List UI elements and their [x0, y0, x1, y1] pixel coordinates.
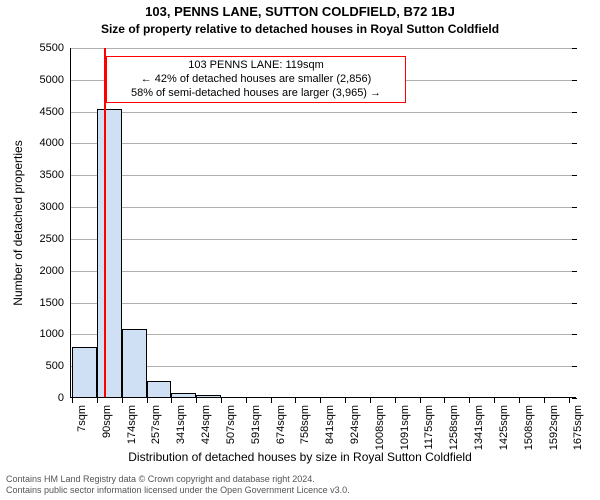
y-tick-label: 1000	[40, 328, 70, 340]
x-tick-label: 1425sqm	[498, 405, 510, 450]
page-title: 103, PENNS LANE, SUTTON COLDFIELD, B72 1…	[0, 4, 600, 19]
x-tick-mark	[469, 398, 470, 403]
grid-line	[70, 239, 576, 240]
x-tick-label: 1592sqm	[548, 405, 560, 450]
x-tick-label: 507sqm	[225, 405, 237, 444]
x-tick-label: 1508sqm	[523, 405, 535, 450]
x-tick-mark	[395, 398, 396, 403]
x-tick-mark	[370, 398, 371, 403]
y-tick-mark	[572, 112, 577, 113]
grid-line	[70, 303, 576, 304]
x-tick-mark	[544, 398, 545, 403]
x-tick-label: 1008sqm	[374, 405, 386, 450]
x-tick-mark	[171, 398, 172, 403]
grid-line	[70, 207, 576, 208]
x-tick-label: 1341sqm	[473, 405, 485, 450]
grid-line	[70, 48, 576, 49]
y-tick-mark	[572, 303, 577, 304]
x-tick-label: 841sqm	[324, 405, 336, 444]
y-tick-mark	[572, 398, 577, 399]
x-tick-label: 924sqm	[349, 405, 361, 444]
y-tick-mark	[572, 366, 577, 367]
y-tick-mark	[572, 80, 577, 81]
y-tick-mark	[572, 334, 577, 335]
x-axis-label: Distribution of detached houses by size …	[0, 450, 600, 464]
y-tick-mark	[572, 175, 577, 176]
x-tick-mark	[271, 398, 272, 403]
y-tick-mark	[572, 271, 577, 272]
y-tick-label: 4500	[40, 106, 70, 118]
y-tick-label: 3500	[40, 169, 70, 181]
x-tick-mark	[122, 398, 123, 403]
x-tick-mark	[295, 398, 296, 403]
histogram-bar	[72, 347, 97, 398]
x-tick-label: 174sqm	[126, 405, 138, 444]
x-tick-label: 758sqm	[299, 405, 311, 444]
y-tick-label: 3000	[40, 201, 70, 213]
y-tick-mark	[572, 207, 577, 208]
y-tick-label: 1500	[40, 297, 70, 309]
y-tick-label: 0	[58, 392, 70, 404]
footer: Contains HM Land Registry data © Crown c…	[6, 474, 350, 496]
x-tick-label: 1175sqm	[423, 405, 435, 449]
y-tick-label: 2500	[40, 233, 70, 245]
page-subtitle: Size of property relative to detached ho…	[0, 22, 600, 36]
annotation-box: 103 PENNS LANE: 119sqm← 42% of detached …	[106, 56, 406, 103]
x-tick-label: 424sqm	[200, 405, 212, 444]
x-tick-label: 7sqm	[76, 405, 88, 432]
x-tick-mark	[345, 398, 346, 403]
annotation-line: 103 PENNS LANE: 119sqm	[111, 59, 401, 73]
y-tick-label: 2000	[40, 265, 70, 277]
x-tick-label: 591sqm	[250, 405, 262, 444]
x-tick-mark	[420, 398, 421, 403]
x-tick-label: 1091sqm	[399, 405, 411, 450]
x-tick-mark	[147, 398, 148, 403]
y-tick-mark	[572, 48, 577, 49]
x-tick-mark	[221, 398, 222, 403]
y-tick-mark	[572, 143, 577, 144]
x-tick-mark	[519, 398, 520, 403]
footer-line: Contains public sector information licen…	[6, 485, 350, 496]
x-tick-label: 341sqm	[175, 405, 187, 444]
x-tick-label: 257sqm	[150, 405, 162, 444]
x-tick-mark	[97, 398, 98, 403]
x-tick-mark	[320, 398, 321, 403]
y-tick-label: 4000	[40, 137, 70, 149]
x-tick-mark	[72, 398, 73, 403]
x-tick-mark	[494, 398, 495, 403]
x-tick-label: 90sqm	[101, 405, 113, 438]
y-axis-label: Number of detached properties	[11, 140, 25, 305]
y-tick-label: 5000	[40, 74, 70, 86]
histogram-bar	[97, 109, 122, 398]
y-tick-label: 5500	[40, 42, 70, 54]
annotation-line: ← 42% of detached houses are smaller (2,…	[111, 73, 401, 87]
x-tick-label: 1675sqm	[572, 405, 584, 450]
x-tick-mark	[569, 398, 570, 403]
footer-line: Contains HM Land Registry data © Crown c…	[6, 474, 350, 485]
x-tick-label: 674sqm	[275, 405, 287, 444]
histogram-bar	[147, 381, 172, 398]
x-tick-label: 1258sqm	[448, 405, 460, 450]
grid-line	[70, 143, 576, 144]
annotation-line: 58% of semi-detached houses are larger (…	[111, 87, 401, 101]
x-tick-mark	[196, 398, 197, 403]
y-tick-mark	[572, 239, 577, 240]
histogram-bar	[122, 329, 147, 398]
x-tick-mark	[444, 398, 445, 403]
grid-line	[70, 112, 576, 113]
grid-line	[70, 175, 576, 176]
grid-line	[70, 271, 576, 272]
y-tick-label: 500	[46, 360, 70, 372]
y-axis	[70, 48, 71, 398]
x-tick-mark	[246, 398, 247, 403]
